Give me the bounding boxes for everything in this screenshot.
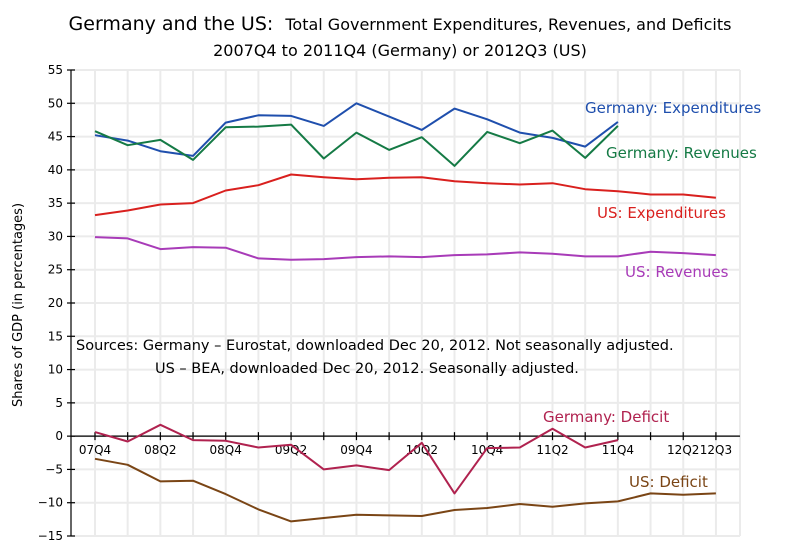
source-annotations: Sources: Germany – Eurostat, downloaded … <box>76 338 674 377</box>
x-tick-label: 10Q4 <box>471 443 503 457</box>
y-tick-label: 15 <box>48 329 63 343</box>
y-tick-label: 55 <box>48 63 63 77</box>
x-axis-ticks: 07Q4 08Q2 08Q4 09Q2 09Q4 10Q2 10Q4 11Q2 11Q4 12Q2… <box>79 432 732 457</box>
source-note-us: US – BEA, downloaded Dec 20, 2012. Seaso… <box>155 361 579 377</box>
y-tick-label: −10 <box>38 496 63 510</box>
chart-subtitle: 2007Q4 to 2011Q4 (Germany) or 2012Q3 (US… <box>213 41 587 60</box>
series-line-germany-revenues <box>94 123 619 167</box>
y-tick-label: 5 <box>55 396 63 410</box>
x-tick-label: 12Q2 <box>667 443 699 457</box>
chart-title-lead: Germany and the US: <box>69 13 274 35</box>
series-label: US: Revenues <box>625 263 729 281</box>
x-tick-label: 11Q2 <box>536 443 568 457</box>
y-tick-label: 0 <box>55 429 63 443</box>
source-note-germany: Sources: Germany – Eurostat, downloaded … <box>76 338 674 354</box>
y-tick-label: 20 <box>48 296 63 310</box>
x-tick-label: 12Q3 <box>700 443 732 457</box>
y-tick-label: −5 <box>45 462 63 476</box>
y-tick-label: 45 <box>48 130 63 144</box>
x-tick-label: 09Q4 <box>340 443 372 457</box>
series-line-us-revenues <box>94 236 716 261</box>
y-tick-label: −15 <box>38 529 63 543</box>
series-label: Germany: Deficit <box>543 408 669 426</box>
series-line-us-deficit <box>94 457 716 523</box>
series-group <box>94 102 717 523</box>
chart-title-group: Germany and the US: Total Government Exp… <box>69 13 732 60</box>
y-tick-label: 40 <box>48 163 63 177</box>
y-axis-label: Shares of GDP (in percentages) <box>11 203 26 407</box>
y-tick-label: 10 <box>48 363 63 377</box>
y-tick-label: 30 <box>48 229 63 243</box>
chart-title: Germany and the US: Total Government Exp… <box>69 13 732 35</box>
series-line-us-expenditures <box>94 173 717 217</box>
grid <box>71 69 741 537</box>
x-tick-label: 08Q2 <box>144 443 176 457</box>
series-line-germany-deficit <box>94 423 619 495</box>
x-tick-label: 11Q4 <box>602 443 634 457</box>
y-tick-label: 50 <box>48 96 63 110</box>
x-tick-label: 07Q4 <box>79 443 111 457</box>
x-tick-label: 10Q2 <box>406 443 438 457</box>
x-tick-label: 08Q4 <box>210 443 242 457</box>
x-tick-label: 09Q2 <box>275 443 307 457</box>
series-label: US: Expenditures <box>597 204 726 222</box>
y-tick-label: 25 <box>48 263 63 277</box>
chart-title-rest: Total Government Expenditures, Revenues,… <box>284 15 731 34</box>
series-label: Germany: Expenditures <box>585 99 761 117</box>
series-labels: Germany: Expenditures Germany: Revenues US… <box>543 99 761 491</box>
series-label: Germany: Revenues <box>606 144 757 162</box>
y-tick-label: 35 <box>48 196 63 210</box>
series-label: US: Deficit <box>629 473 708 491</box>
